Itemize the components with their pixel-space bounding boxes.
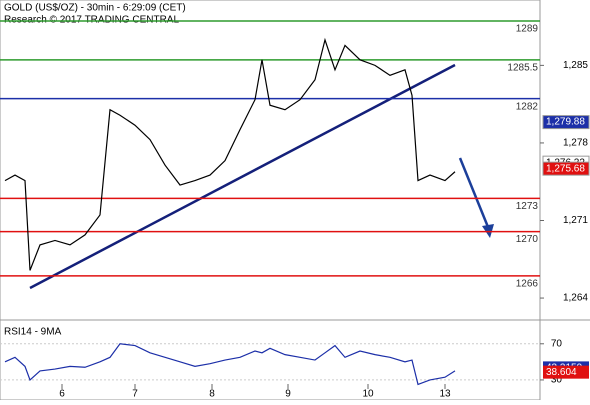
x-tick-label: 6 [59, 389, 65, 400]
price-line [4, 37, 456, 271]
trendline [29, 63, 456, 290]
chart-subtitle: Research © 2017 TRADING CENTRAL [4, 15, 179, 26]
x-tick-label: 8 [209, 389, 215, 400]
level-label: 1289 [516, 24, 539, 35]
x-tick-label: 10 [362, 389, 374, 400]
level-label: 1270 [516, 234, 539, 245]
price-tag-label: 1,279.88 [546, 117, 585, 128]
y-tick-label: 1,278 [563, 138, 588, 149]
y-tick-label: 1,264 [563, 293, 588, 304]
y-tick-label: 1,271 [563, 215, 588, 226]
y-tick-label: 1,285 [563, 60, 588, 71]
level-label: 1273 [516, 201, 539, 212]
x-tick-label: 13 [439, 389, 451, 400]
rsi-label: RSI14 - 9MA [4, 327, 62, 338]
chart-title: GOLD (US$/OZ) - 30min - 6:29:09 (CET) [4, 3, 186, 14]
rsi-tick-label: 30 [551, 375, 563, 386]
rsi-tick-label: 70 [551, 338, 563, 349]
forecast-arrow [458, 157, 492, 233]
level-label: 1282 [516, 101, 539, 112]
level-label: 1285.5 [507, 62, 538, 73]
level-label: 1266 [516, 279, 539, 290]
x-tick-label: 9 [285, 389, 291, 400]
rsi-tag-label: 38.604 [546, 367, 577, 378]
price-tag [542, 115, 590, 130]
x-tick-label: 7 [132, 389, 138, 400]
price-tag-label: 1,275.68 [546, 163, 585, 174]
rsi-line [4, 343, 456, 386]
rsi-tag [543, 365, 589, 379]
price-tag [542, 161, 590, 176]
